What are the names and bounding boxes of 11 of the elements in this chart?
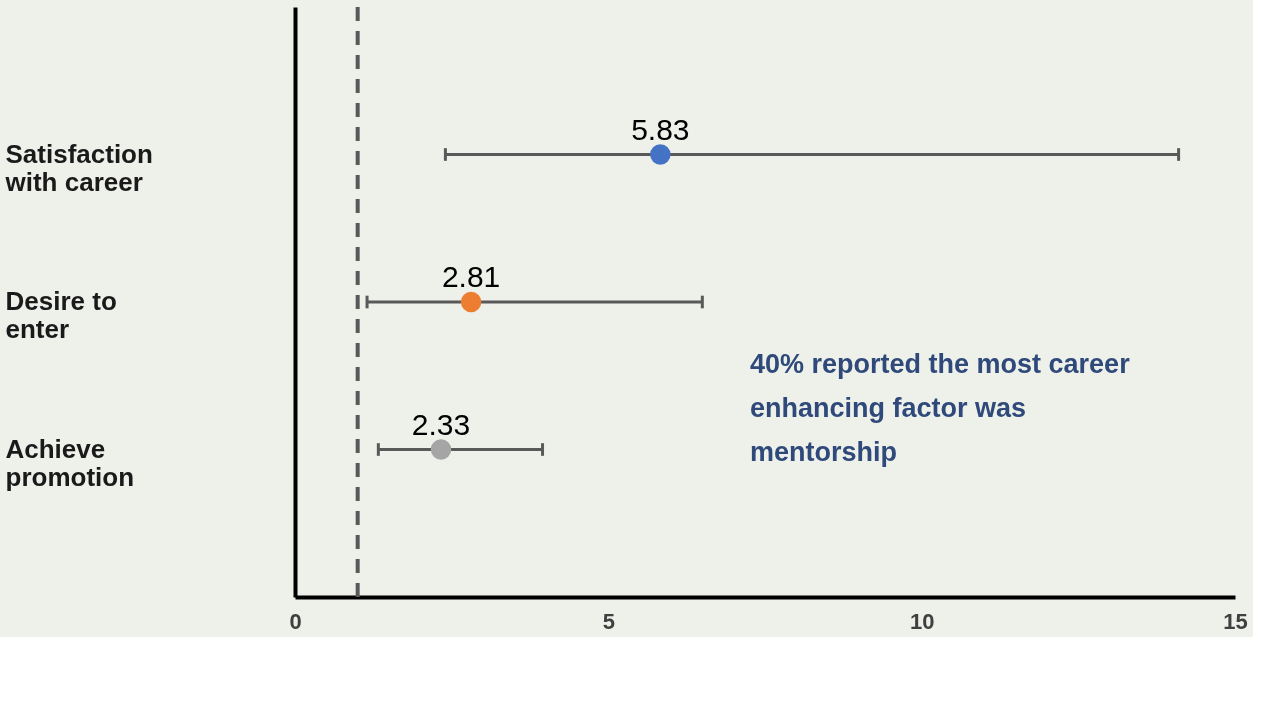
x-tick-label: 10 xyxy=(909,608,935,634)
annotation: 40% reported the most career enhancing factor was mentorship xyxy=(750,349,1131,467)
data-label: 5.83 xyxy=(631,112,690,146)
x-tick-label: 0 xyxy=(289,608,302,634)
y-tick-label: Desire to enter xyxy=(5,286,117,344)
x-tick-label: 15 xyxy=(1223,608,1248,634)
y-tick-label: Achieve promotion xyxy=(5,433,135,492)
data-label: 2.33 xyxy=(411,407,471,441)
y-tick-label: Satisfaction with career xyxy=(4,138,153,197)
x-tick-label: 5 xyxy=(602,608,615,634)
data-label: 2.81 xyxy=(441,260,501,293)
